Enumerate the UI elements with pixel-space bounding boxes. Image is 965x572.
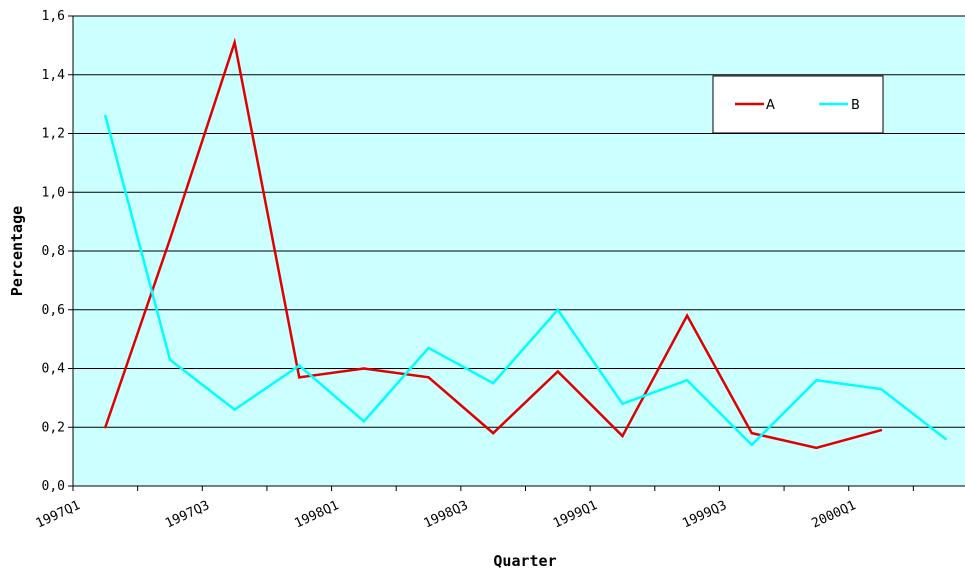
y-tick-label: 0,0 — [42, 479, 65, 494]
data-point-a — [750, 431, 753, 435]
data-point-a — [556, 370, 560, 373]
y-tick-label: 1,6 — [42, 9, 65, 24]
y-axis: 0,0 0,2 0,4 0,6 0,8 1,0 1,2 1,4 1,6 — [42, 9, 73, 494]
data-point-b — [298, 364, 301, 367]
data-point-b — [362, 420, 366, 423]
legend: A B — [712, 75, 884, 134]
x-tick-label: 1999Q1 — [551, 498, 600, 531]
data-point-a — [233, 41, 236, 44]
data-point-a — [685, 314, 689, 317]
data-point-a — [815, 446, 818, 450]
x-tick-label: 1998Q1 — [292, 498, 341, 531]
data-point-a — [427, 376, 430, 379]
data-point-b — [621, 402, 624, 405]
data-point-b — [168, 358, 172, 361]
data-point-b — [104, 114, 107, 118]
series-group — [104, 37, 947, 450]
data-point-b — [491, 381, 495, 385]
data-point-a — [879, 428, 883, 432]
data-point-a — [362, 367, 366, 370]
x-tick-label: 1997Q3 — [163, 498, 212, 531]
data-point-b — [427, 346, 430, 350]
data-point-a — [298, 376, 301, 379]
y-tick-label: 0,8 — [42, 244, 65, 259]
y-tick-label: 0,2 — [42, 420, 65, 435]
data-point-a — [491, 431, 495, 435]
data-point-b — [750, 443, 753, 447]
data-point-a — [168, 238, 172, 241]
legend-label-a: A — [766, 98, 775, 113]
legend-label-b: B — [851, 98, 860, 113]
x-axis: 1997Q1 1997Q3 1998Q1 1998Q3 1999Q1 1999Q3 2000… — [34, 486, 914, 531]
data-point-b — [879, 387, 883, 391]
y-tick-label: 0,4 — [42, 362, 66, 377]
data-point-a — [104, 426, 107, 429]
data-point-b — [685, 379, 689, 382]
y-axis-title: Percentage — [8, 206, 26, 296]
data-point-a — [621, 434, 624, 438]
y-tick-label: 1,4 — [42, 68, 66, 83]
data-point-b — [233, 408, 236, 411]
x-tick-label: 1998Q3 — [422, 498, 471, 531]
x-tick-label: 1999Q3 — [680, 498, 729, 531]
x-tick-label: 1997Q1 — [34, 498, 83, 531]
y-tick-label: 1,2 — [42, 127, 65, 142]
x-axis-title: Quarter — [493, 552, 556, 570]
data-point-b — [815, 379, 818, 382]
data-point-b — [944, 437, 947, 441]
y-tick-label: 1,0 — [42, 185, 65, 200]
y-tick-label: 0,6 — [42, 303, 65, 318]
series-line-b — [104, 115, 947, 447]
x-tick-label: 2000Q1 — [809, 498, 858, 531]
data-point-b — [556, 308, 560, 311]
